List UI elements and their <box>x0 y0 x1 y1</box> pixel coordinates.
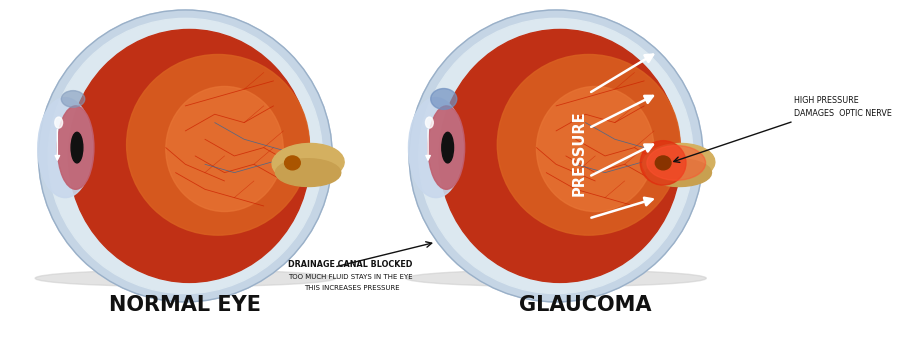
Ellipse shape <box>68 29 310 282</box>
Ellipse shape <box>439 29 680 282</box>
Ellipse shape <box>536 86 654 212</box>
Ellipse shape <box>55 117 63 128</box>
Ellipse shape <box>643 143 715 182</box>
Text: NORMAL EYE: NORMAL EYE <box>110 295 261 315</box>
Text: DRAINAGE CANAL BLOCKED: DRAINAGE CANAL BLOCKED <box>288 260 413 269</box>
Ellipse shape <box>49 18 322 294</box>
Ellipse shape <box>61 91 85 107</box>
Text: THIS INCREASES PRESSURE: THIS INCREASES PRESSURE <box>304 285 400 291</box>
Ellipse shape <box>275 159 341 186</box>
Text: PRESSURE: PRESSURE <box>572 111 587 196</box>
Ellipse shape <box>428 106 464 189</box>
Text: GLAUCOMA: GLAUCOMA <box>519 295 652 315</box>
Ellipse shape <box>284 156 301 170</box>
Ellipse shape <box>409 98 464 198</box>
Text: DAMAGES  OPTIC NERVE: DAMAGES OPTIC NERVE <box>794 109 892 118</box>
Text: TOO MUCH FLUID STAYS IN THE EYE: TOO MUCH FLUID STAYS IN THE EYE <box>288 274 413 280</box>
Ellipse shape <box>431 88 457 109</box>
Ellipse shape <box>71 132 83 163</box>
Ellipse shape <box>166 86 284 212</box>
Ellipse shape <box>640 141 686 185</box>
Ellipse shape <box>498 55 680 235</box>
Ellipse shape <box>406 270 706 286</box>
Ellipse shape <box>418 18 693 294</box>
Ellipse shape <box>58 106 94 189</box>
Ellipse shape <box>647 145 706 180</box>
Ellipse shape <box>272 143 344 182</box>
Ellipse shape <box>646 159 712 186</box>
Ellipse shape <box>655 156 671 170</box>
Ellipse shape <box>410 10 703 302</box>
Ellipse shape <box>442 132 454 163</box>
Ellipse shape <box>127 55 310 235</box>
Ellipse shape <box>39 10 332 302</box>
Ellipse shape <box>426 117 433 128</box>
Ellipse shape <box>35 270 336 286</box>
Text: HIGH PRESSURE: HIGH PRESSURE <box>794 96 859 104</box>
Ellipse shape <box>38 98 93 198</box>
